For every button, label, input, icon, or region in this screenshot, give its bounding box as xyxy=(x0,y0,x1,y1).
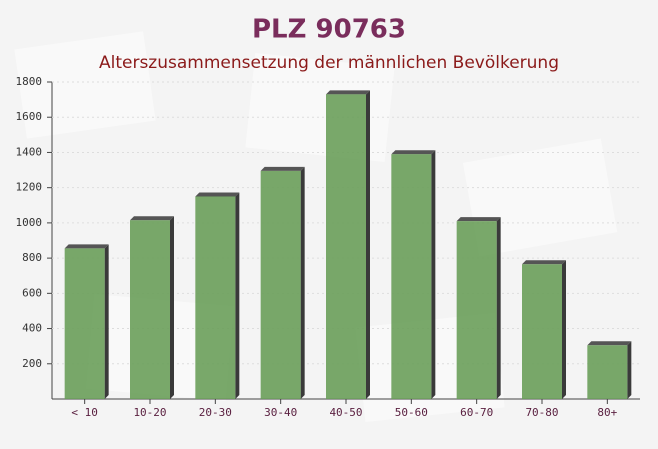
y-tick-label: 1200 xyxy=(16,181,43,194)
bar-shadow xyxy=(562,260,566,399)
bar-shadow xyxy=(64,244,109,249)
bar-shadow xyxy=(391,150,436,155)
bar xyxy=(391,154,432,399)
x-tick-label: 70-80 xyxy=(525,406,558,419)
bar xyxy=(64,248,105,399)
bar-shadow xyxy=(431,150,436,399)
chart-title: PLZ 90763 xyxy=(252,15,406,45)
y-tick-label: 1600 xyxy=(16,110,43,123)
bar-shadow xyxy=(235,192,240,399)
y-tick-label: 1000 xyxy=(16,216,43,229)
bar xyxy=(522,264,562,399)
bar-shadow xyxy=(627,341,632,399)
x-tick-label: 10-20 xyxy=(133,406,166,419)
x-tick-label: 80+ xyxy=(597,406,617,419)
chart-subtitle: Alterszusammensetzung der männlichen Bev… xyxy=(99,53,559,73)
bar-shadow xyxy=(300,166,305,399)
y-tick-label: 800 xyxy=(22,251,42,264)
bar-shadow xyxy=(366,90,370,400)
bar xyxy=(587,345,628,399)
bar xyxy=(195,196,236,399)
x-tick-label: 20-30 xyxy=(199,406,232,419)
y-tick-label: 600 xyxy=(22,286,42,299)
bar-shadow xyxy=(130,216,174,221)
bar-shadow xyxy=(326,90,370,95)
y-tick-label: 400 xyxy=(22,322,42,335)
bar-shadow xyxy=(104,244,109,399)
x-tick-label: 40-50 xyxy=(329,406,362,419)
x-tick-label: 50-60 xyxy=(395,406,428,419)
bar-shadow xyxy=(456,217,501,222)
bar-shadow xyxy=(195,192,240,197)
bar xyxy=(130,220,170,399)
x-tick-label: 30-40 xyxy=(264,406,297,419)
bar-shadow xyxy=(260,166,305,171)
bar xyxy=(456,221,497,399)
y-tick-label: 1800 xyxy=(16,75,43,88)
x-tick-label: < 10 xyxy=(71,406,98,419)
x-tick-label: 60-70 xyxy=(460,406,493,419)
bar xyxy=(326,94,366,400)
y-tick-label: 200 xyxy=(22,357,42,370)
bar-shadow xyxy=(522,260,566,265)
bar xyxy=(260,170,301,399)
bar-shadow xyxy=(170,216,174,399)
bar-shadow xyxy=(496,217,501,399)
y-tick-label: 1400 xyxy=(16,145,43,158)
bar-shadow xyxy=(587,341,632,346)
